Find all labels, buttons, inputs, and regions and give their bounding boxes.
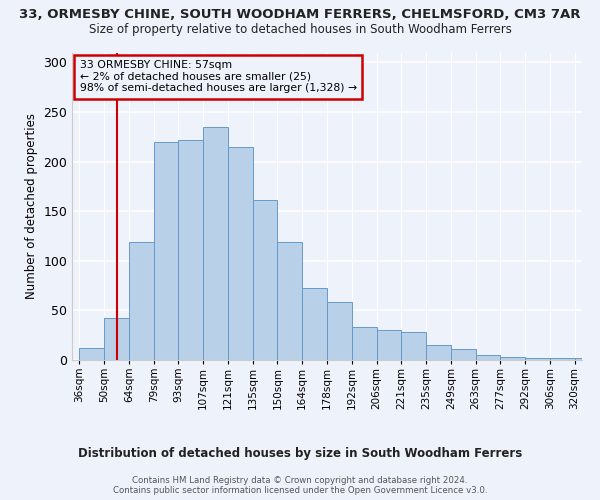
Text: 33 ORMESBY CHINE: 57sqm
← 2% of detached houses are smaller (25)
98% of semi-det: 33 ORMESBY CHINE: 57sqm ← 2% of detached… bbox=[80, 60, 357, 94]
Bar bbox=[154, 142, 178, 360]
Bar bbox=[451, 349, 476, 360]
Bar bbox=[476, 355, 500, 360]
Bar bbox=[178, 140, 203, 360]
Bar bbox=[426, 345, 451, 360]
Text: Size of property relative to detached houses in South Woodham Ferrers: Size of property relative to detached ho… bbox=[89, 22, 511, 36]
Bar bbox=[327, 302, 352, 360]
Bar bbox=[104, 318, 129, 360]
Bar bbox=[500, 357, 525, 360]
Bar bbox=[228, 146, 253, 360]
Text: Contains HM Land Registry data © Crown copyright and database right 2024.
Contai: Contains HM Land Registry data © Crown c… bbox=[113, 476, 487, 495]
Bar bbox=[302, 288, 327, 360]
Bar bbox=[525, 358, 550, 360]
Text: 33, ORMESBY CHINE, SOUTH WOODHAM FERRERS, CHELMSFORD, CM3 7AR: 33, ORMESBY CHINE, SOUTH WOODHAM FERRERS… bbox=[19, 8, 581, 20]
Bar bbox=[79, 348, 104, 360]
Bar bbox=[550, 358, 575, 360]
Bar bbox=[253, 200, 277, 360]
Bar bbox=[129, 242, 154, 360]
Bar bbox=[377, 330, 401, 360]
Bar bbox=[401, 332, 426, 360]
Text: Distribution of detached houses by size in South Woodham Ferrers: Distribution of detached houses by size … bbox=[78, 448, 522, 460]
Bar bbox=[352, 328, 377, 360]
Y-axis label: Number of detached properties: Number of detached properties bbox=[25, 114, 38, 299]
Bar bbox=[277, 242, 302, 360]
Bar bbox=[575, 358, 599, 360]
Bar bbox=[203, 127, 228, 360]
